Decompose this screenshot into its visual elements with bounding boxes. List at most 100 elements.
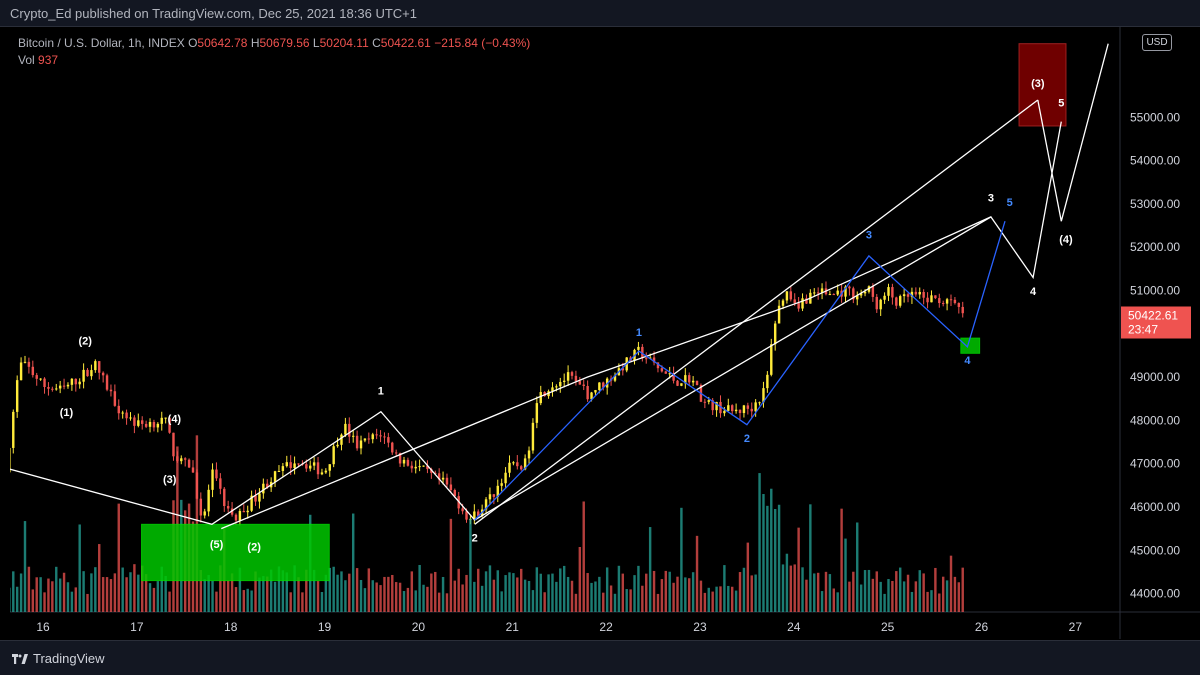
candle-body xyxy=(813,292,816,294)
candle-body xyxy=(926,297,929,303)
volume-bar xyxy=(94,567,97,612)
volume-bar xyxy=(914,581,918,612)
candle-body xyxy=(934,295,937,299)
price-tick-label: 48000.00 xyxy=(1130,413,1180,427)
volume-bar xyxy=(434,571,437,612)
white-channel-line xyxy=(474,99,1039,525)
volume-bar xyxy=(895,571,898,612)
candle-body xyxy=(645,358,648,360)
blue-waves-line xyxy=(474,221,1006,521)
candle-body xyxy=(918,291,921,295)
wave-label: (2) xyxy=(79,336,93,348)
volume-bar xyxy=(113,573,117,612)
volume-bar xyxy=(402,591,406,612)
wave-label: 2 xyxy=(744,433,750,445)
volume-bar xyxy=(879,581,882,612)
volume-bar xyxy=(340,571,343,612)
volume-bar xyxy=(824,571,828,612)
volume-bar xyxy=(648,527,652,612)
volume-bar xyxy=(82,571,85,612)
price-tick-label: 55000.00 xyxy=(1130,110,1180,124)
volume-bar xyxy=(777,504,781,612)
volume-bar xyxy=(58,578,62,612)
candle-body xyxy=(570,372,574,376)
wave-label: 5 xyxy=(1007,197,1013,209)
candle-body xyxy=(121,412,124,414)
chart-area[interactable]: 44000.00 45000.00 46000.00 47000.00 48000.00… xyxy=(10,27,1200,639)
volume-bar xyxy=(711,591,714,612)
candle-body xyxy=(871,286,875,297)
volume-bar xyxy=(496,570,499,612)
volume-bar xyxy=(164,575,167,612)
volume-bar xyxy=(70,591,74,612)
volume-bar xyxy=(770,488,773,612)
candle-body xyxy=(273,471,277,482)
candle-body xyxy=(719,401,722,414)
volume-bar xyxy=(605,567,609,612)
candle-body xyxy=(586,386,589,400)
candle-body xyxy=(375,434,378,436)
candle-body xyxy=(152,422,156,428)
candle-body xyxy=(164,417,167,419)
candle-body xyxy=(773,323,777,345)
candle-body xyxy=(750,408,753,412)
candle-body xyxy=(891,287,894,298)
candle-body xyxy=(758,402,761,404)
candle-body xyxy=(422,465,425,467)
candle-body xyxy=(668,373,671,375)
candle-body xyxy=(391,442,394,453)
wave-label: (3) xyxy=(1031,78,1045,90)
candle-body xyxy=(387,437,390,443)
volume-bar xyxy=(39,577,42,612)
candle-body xyxy=(664,371,667,374)
candle-body xyxy=(234,514,238,521)
volume-bar xyxy=(832,588,836,612)
candle-body xyxy=(473,511,476,520)
volume-bar xyxy=(316,581,320,612)
candle-body xyxy=(183,458,187,460)
price-chart[interactable]: 44000.00 45000.00 46000.00 47000.00 48000.00… xyxy=(10,27,1200,639)
candle-body xyxy=(621,368,625,371)
volume-bar xyxy=(633,575,636,612)
candle-body xyxy=(187,459,191,468)
tradingview-logo[interactable]: TradingView xyxy=(12,651,105,666)
volume-bar xyxy=(336,574,339,612)
candle-body xyxy=(191,467,195,473)
volume-bar xyxy=(859,584,863,612)
volume-bar xyxy=(629,589,632,612)
volume-bar xyxy=(594,581,597,612)
candle-body xyxy=(848,286,851,289)
candle-body xyxy=(883,295,886,300)
volume-bar xyxy=(410,571,414,612)
volume-bar xyxy=(527,580,531,612)
candle-body xyxy=(125,412,128,419)
volume-bar xyxy=(441,576,445,612)
volume-bar xyxy=(55,566,58,612)
volume-bar xyxy=(137,574,140,612)
volume-bar xyxy=(297,577,300,612)
time-tick-label: 16 xyxy=(36,620,50,634)
volume-bar xyxy=(133,564,136,612)
volume-bar xyxy=(363,588,367,612)
candle-body xyxy=(117,405,120,414)
price-tick-label: 52000.00 xyxy=(1130,240,1180,254)
volume-bar xyxy=(320,592,324,612)
volume-bar xyxy=(926,591,929,612)
volume-bar xyxy=(156,581,160,612)
footer-bar: TradingView xyxy=(0,640,1200,675)
candle-body xyxy=(527,450,531,459)
candle-body xyxy=(832,294,836,296)
time-tick-label: 19 xyxy=(318,620,332,634)
volume-bar xyxy=(293,565,296,612)
white-channel-line xyxy=(221,216,992,530)
volume-bar xyxy=(754,574,757,612)
time-tick-label: 20 xyxy=(412,620,426,634)
candle-body xyxy=(801,298,804,309)
volume-bar xyxy=(398,582,402,612)
currency-button[interactable]: USD xyxy=(1142,34,1172,51)
volume-bar xyxy=(820,591,824,612)
candle-body xyxy=(172,432,175,457)
candle-body xyxy=(590,392,593,400)
candle-body xyxy=(676,380,679,386)
volume-bar xyxy=(105,577,109,612)
